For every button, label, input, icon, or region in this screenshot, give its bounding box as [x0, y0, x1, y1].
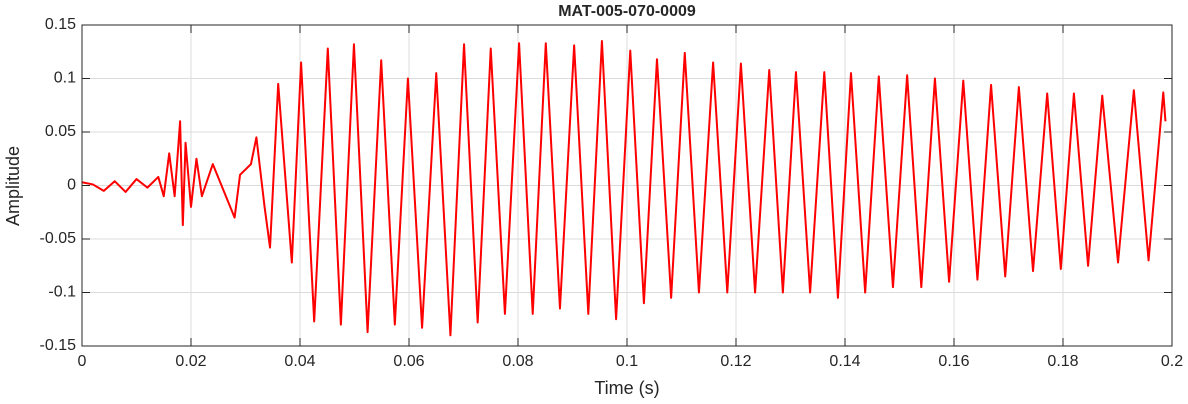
chart-title: MAT-005-070-0009 — [558, 3, 696, 20]
x-tick-label: 0 — [78, 353, 87, 370]
signal-line — [81, 40, 1167, 337]
y-axis-label: Amplitude — [3, 146, 23, 226]
y-tick-label: -0.1 — [48, 284, 76, 301]
x-tick-label: 0.16 — [938, 353, 969, 370]
x-tick-label: 0.2 — [1161, 353, 1183, 370]
x-tick-label: 0.1 — [616, 353, 638, 370]
plot-frame — [81, 24, 1173, 347]
y-tick-label: -0.05 — [40, 230, 77, 247]
y-tick-label: 0.15 — [45, 16, 76, 33]
x-tick-label: 0.08 — [502, 353, 533, 370]
x-tick-label: 0.12 — [720, 353, 751, 370]
x-tick-label: 0.02 — [175, 353, 206, 370]
x-axis-label: Time (s) — [594, 378, 659, 398]
x-tick-label: 0.14 — [829, 353, 860, 370]
y-tick-label: 0.05 — [45, 123, 76, 140]
x-tick-label: 0.04 — [284, 353, 315, 370]
y-tick-label: -0.15 — [40, 337, 77, 354]
x-tick-label: 0.06 — [393, 353, 424, 370]
y-tick-label: 0 — [67, 177, 76, 194]
x-tick-label: 0.18 — [1047, 353, 1078, 370]
y-tick-label: 0.1 — [54, 70, 76, 87]
